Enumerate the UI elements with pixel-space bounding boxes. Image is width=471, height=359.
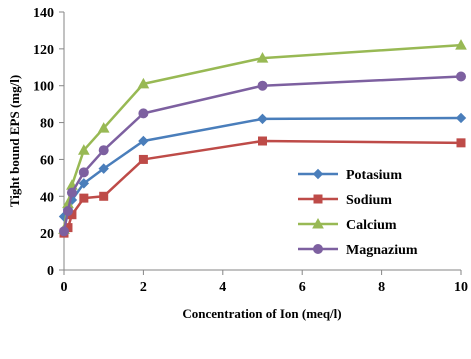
data-point-magnazium xyxy=(456,71,466,82)
data-point-magnazium xyxy=(138,108,149,119)
x-tick-label: 4 xyxy=(219,280,226,295)
data-point-sodium xyxy=(258,136,267,146)
y-axis-title: Tight bound EPS (mg/l) xyxy=(7,75,22,207)
legend-marker-potasium xyxy=(312,168,324,180)
legend-label-potasium: Potasium xyxy=(346,168,402,183)
y-tick-label: 100 xyxy=(33,80,54,95)
data-point-calcium xyxy=(78,144,90,155)
legend-item-calcium: Calcium xyxy=(298,217,397,233)
y-tick-label: 0 xyxy=(47,264,54,279)
data-point-sodium xyxy=(456,138,466,148)
y-tick-label: 60 xyxy=(40,153,54,168)
data-point-calcium xyxy=(97,122,110,133)
data-point-magnazium xyxy=(66,187,77,198)
data-point-magnazium xyxy=(78,167,89,178)
data-point-potasium xyxy=(98,163,109,174)
data-point-potasium xyxy=(455,112,467,124)
data-point-magnazium xyxy=(62,206,73,217)
legend-marker-magnazium xyxy=(313,244,323,254)
data-point-calcium xyxy=(256,52,269,63)
x-tick-label: 8 xyxy=(378,280,385,295)
data-point-calcium xyxy=(455,39,467,50)
ticks: 0 20 40 60 80 100 120 140 0 2 4 6 8 10 xyxy=(33,6,468,295)
series-sodium xyxy=(59,136,466,238)
legend-marker-sodium xyxy=(313,194,323,204)
data-point-sodium xyxy=(138,154,148,164)
y-tick-label: 40 xyxy=(40,190,54,205)
legend-item-sodium: Sodium xyxy=(298,193,392,208)
series xyxy=(58,39,467,238)
legend-marker-calcium xyxy=(312,217,324,229)
data-point-magnazium xyxy=(98,145,109,156)
data-point-magnazium xyxy=(257,80,268,91)
data-point-sodium xyxy=(99,191,109,201)
y-tick-label: 140 xyxy=(33,6,54,21)
data-point-magnazium xyxy=(59,226,69,237)
data-point-calcium xyxy=(137,77,150,89)
y-tick-label: 20 xyxy=(40,227,54,242)
x-tick-label: 6 xyxy=(299,280,306,295)
data-point-potasium xyxy=(78,178,90,189)
legend-label-sodium: Sodium xyxy=(346,193,392,208)
y-tick-label: 120 xyxy=(33,43,54,58)
data-point-potasium xyxy=(138,135,149,147)
x-tick-label: 0 xyxy=(61,280,68,295)
x-tick-label: 2 xyxy=(140,280,147,295)
series-potasium xyxy=(58,112,467,222)
data-point-sodium xyxy=(79,193,89,203)
legend-label-magnazium: Magnazium xyxy=(346,243,418,258)
series-magnazium xyxy=(59,71,466,237)
data-point-potasium xyxy=(257,113,268,125)
legend: Potasium Sodium Calcium Magnazium xyxy=(298,168,418,258)
x-tick-label: 10 xyxy=(454,280,468,295)
legend-item-magnazium: Magnazium xyxy=(298,243,418,258)
y-tick-label: 80 xyxy=(40,117,54,132)
x-axis-title: Concentration of Ion (meq/l) xyxy=(182,306,341,321)
legend-item-potasium: Potasium xyxy=(298,168,402,183)
legend-label-calcium: Calcium xyxy=(346,218,397,233)
